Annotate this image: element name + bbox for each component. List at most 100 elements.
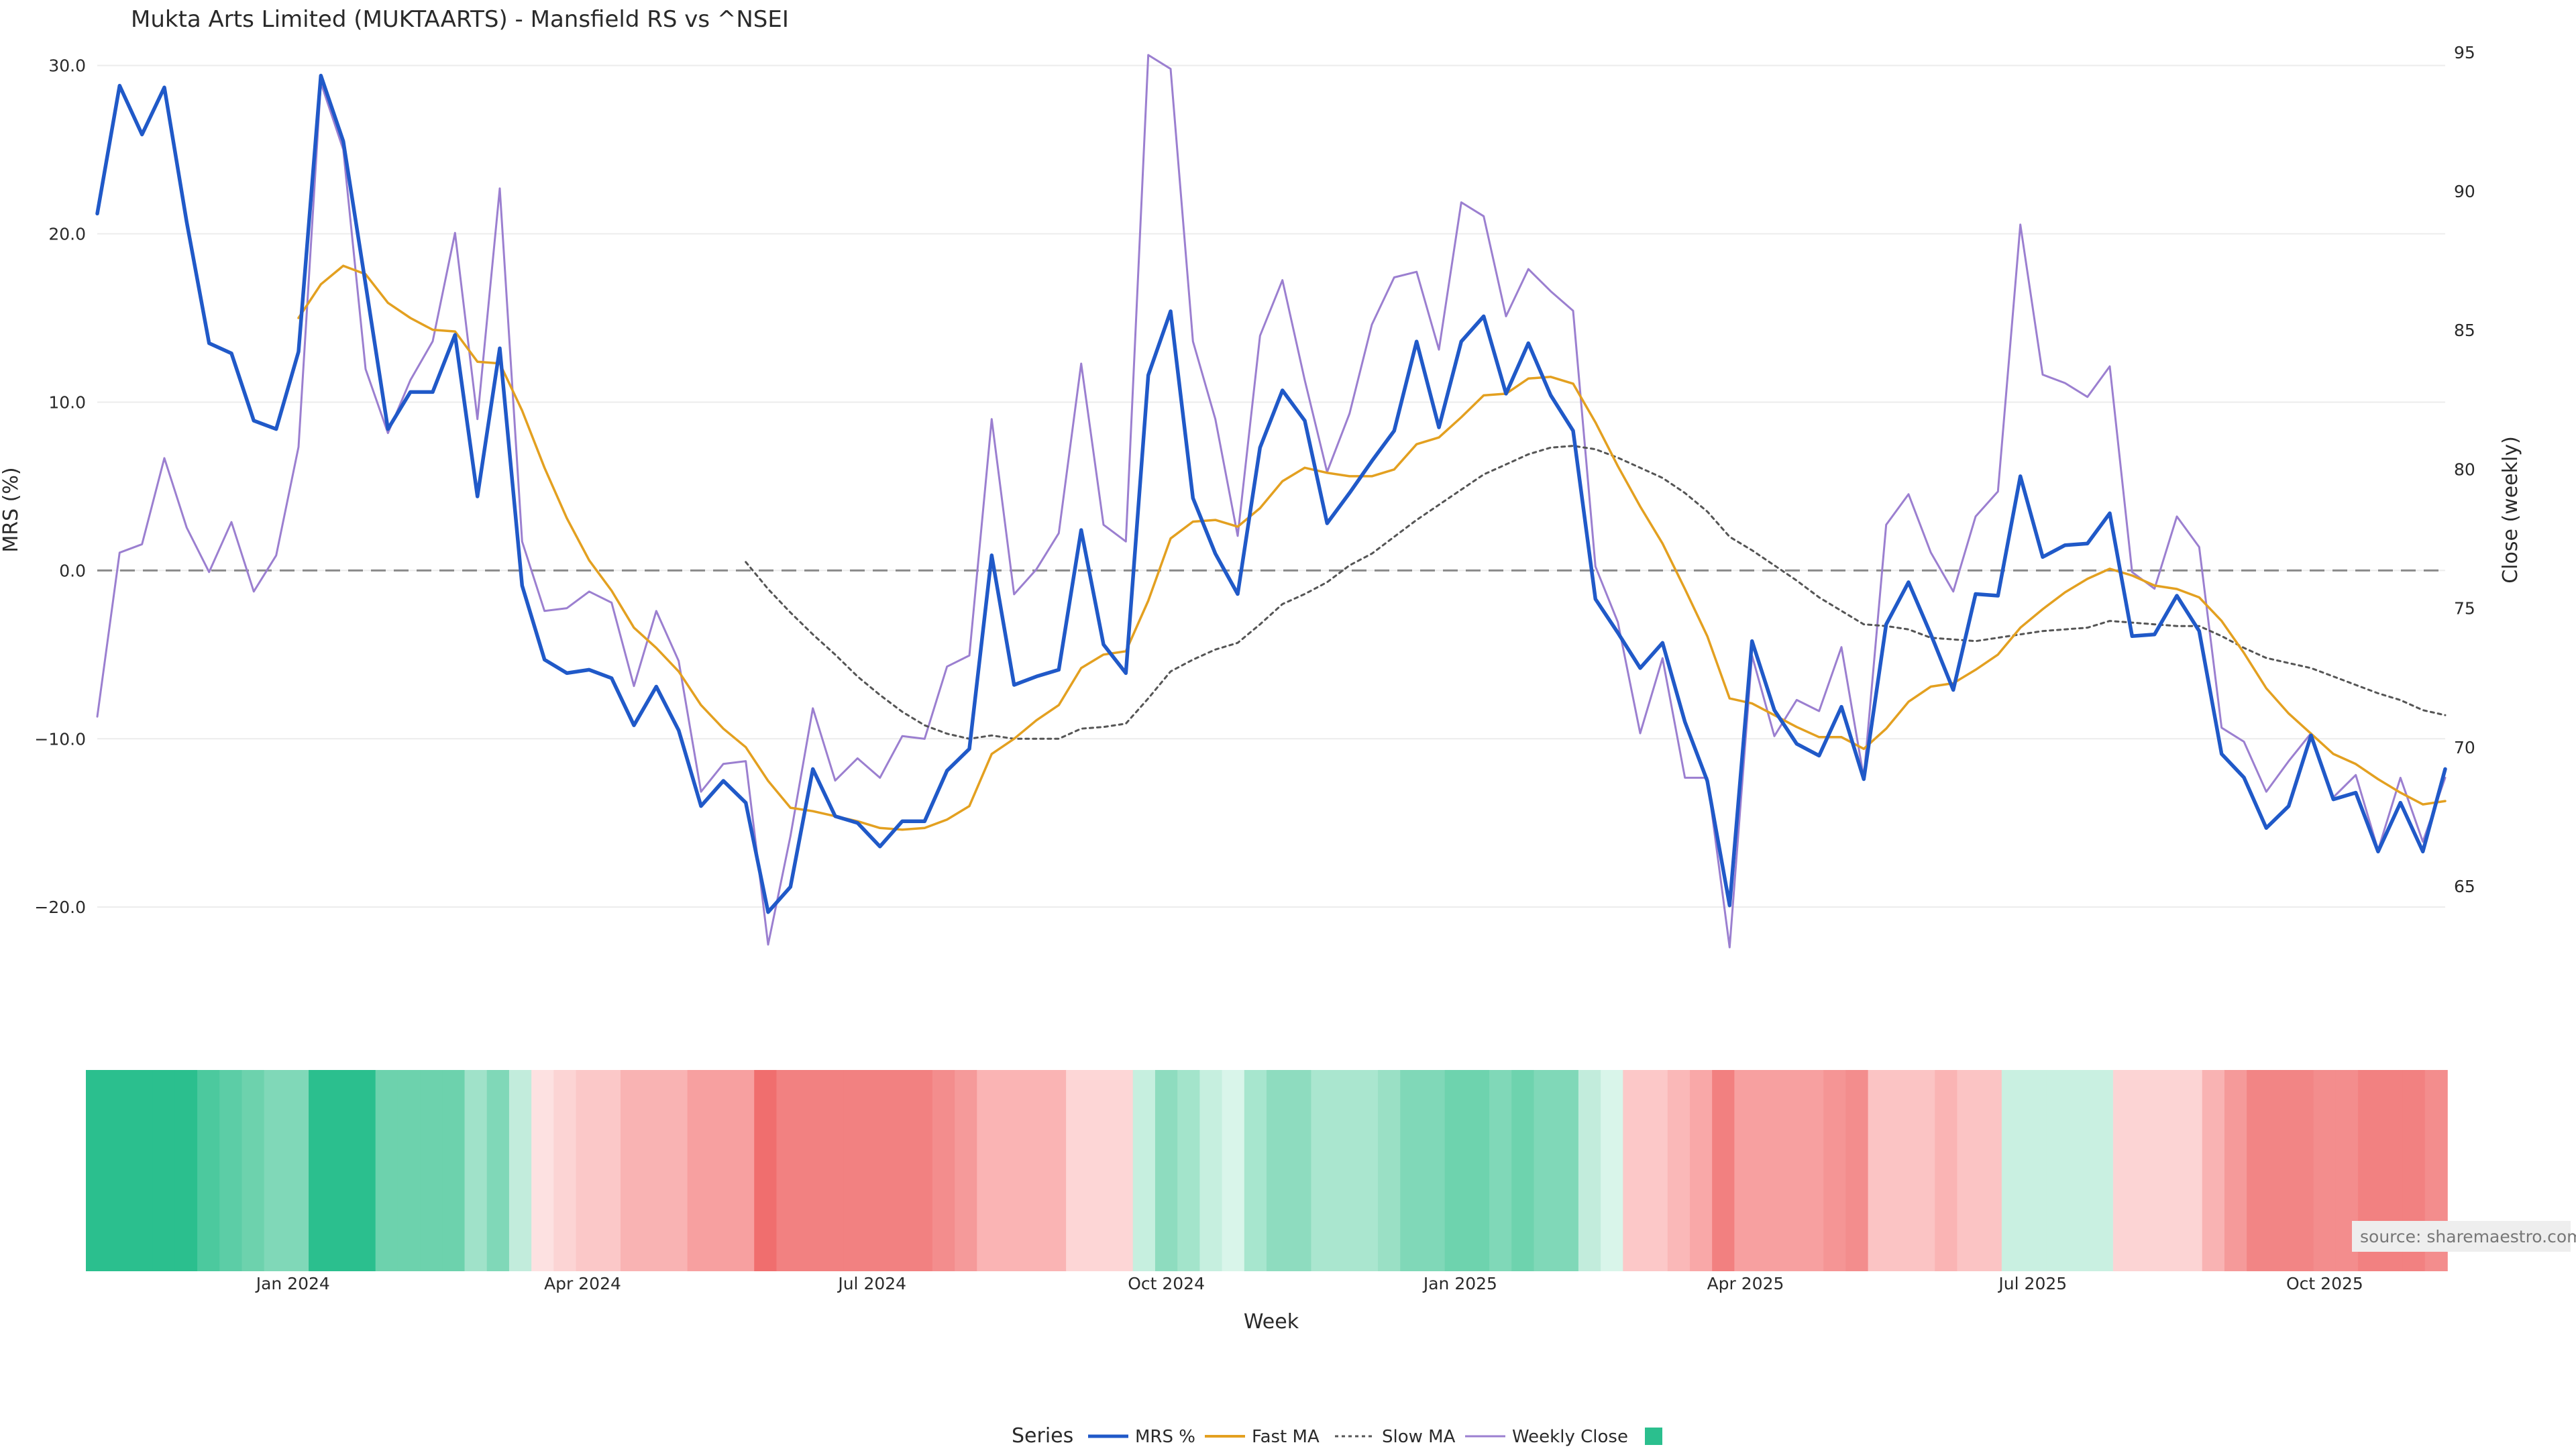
heatmap-cell bbox=[1890, 1070, 1913, 1271]
heatmap-cell bbox=[843, 1070, 867, 1271]
heatmap-cell bbox=[1222, 1070, 1245, 1271]
legend-title: Series bbox=[1012, 1424, 1073, 1448]
heatmap-cell bbox=[1021, 1070, 1044, 1271]
heatmap-cell bbox=[1689, 1070, 1713, 1271]
heatmap-cell bbox=[1913, 1070, 1936, 1271]
y-tick-label: 30.0 bbox=[48, 56, 86, 76]
heatmap-cell bbox=[1534, 1070, 1557, 1271]
heatmap-cell bbox=[2024, 1070, 2047, 1271]
x-tick-label: Jul 2024 bbox=[837, 1274, 906, 1293]
heatmap-cell bbox=[1935, 1070, 1958, 1271]
heatmap-cell bbox=[2157, 1070, 2181, 1271]
heatmap-cell bbox=[1823, 1070, 1847, 1271]
left-axis-ticks: 30.0 20.0 10.0 0.0 −10.0 −20.0 bbox=[34, 56, 86, 918]
y-tick-label: 20.0 bbox=[48, 225, 86, 244]
heatmap-cell bbox=[932, 1070, 955, 1271]
heatmap-cell bbox=[2202, 1070, 2225, 1271]
heatmap-cell bbox=[1756, 1070, 1780, 1271]
legend-label-weekly-close: Weekly Close bbox=[1512, 1427, 1628, 1447]
heatmap-cell bbox=[531, 1070, 555, 1271]
x-tick-label: Jul 2025 bbox=[1997, 1274, 2067, 1293]
heatmap-cell bbox=[353, 1070, 376, 1271]
y2-tick-label: 90 bbox=[2454, 182, 2475, 201]
heatmap-cell bbox=[910, 1070, 933, 1271]
heatmap-cell bbox=[1043, 1070, 1067, 1271]
heatmap-cell bbox=[732, 1070, 755, 1271]
heatmap-cell bbox=[1511, 1070, 1535, 1271]
x-tick-label: Oct 2024 bbox=[1128, 1274, 1205, 1293]
heatmap-cell bbox=[219, 1070, 243, 1271]
legend-label-fast-ma: Fast MA bbox=[1252, 1427, 1320, 1447]
heatmap-cell bbox=[108, 1070, 131, 1271]
heatmap-cell bbox=[2269, 1070, 2292, 1271]
heatmap-cell bbox=[754, 1070, 777, 1271]
heatmap-cell bbox=[1400, 1070, 1424, 1271]
heatmap-cell bbox=[999, 1070, 1022, 1271]
heatmap-cell bbox=[888, 1070, 911, 1271]
heatmap-cell bbox=[1845, 1070, 1869, 1271]
heatmap-cell bbox=[1957, 1070, 1980, 1271]
heatmap-cell bbox=[1267, 1070, 1290, 1271]
heatmap-cell bbox=[375, 1070, 398, 1271]
series-weekly-close bbox=[96, 54, 2447, 949]
heatmap-cell bbox=[264, 1070, 287, 1271]
heatmap-cell bbox=[130, 1070, 154, 1271]
heatmap-cell bbox=[1311, 1070, 1334, 1271]
x-tick-label: Oct 2025 bbox=[2286, 1274, 2363, 1293]
heatmap-cell bbox=[508, 1070, 532, 1271]
source-label: source: sharemaestro.com bbox=[2360, 1227, 2576, 1246]
heatmap-cell bbox=[397, 1070, 421, 1271]
heatmap-cell bbox=[1667, 1070, 1690, 1271]
legend-swatch-heatmap bbox=[1645, 1428, 1662, 1445]
heatmap-cell bbox=[1110, 1070, 1134, 1271]
heatmap-cell bbox=[1199, 1070, 1223, 1271]
x-tick-label: Apr 2024 bbox=[544, 1274, 621, 1293]
legend-label-slow-ma: Slow MA bbox=[1382, 1427, 1456, 1447]
heatmap-cell bbox=[1444, 1070, 1468, 1271]
heatmap-cell bbox=[1333, 1070, 1356, 1271]
heatmap-cell bbox=[687, 1070, 710, 1271]
heatmap-cell bbox=[798, 1070, 822, 1271]
heatmap-cell bbox=[1422, 1070, 1446, 1271]
y-axis-title: MRS (%) bbox=[0, 467, 23, 552]
series-mrs bbox=[95, 73, 2447, 914]
x-axis-ticks: Jan 2024 Apr 2024 Jul 2024 Oct 2024 Jan 2025… bbox=[255, 1274, 2363, 1293]
heatmap-cell bbox=[1177, 1070, 1201, 1271]
x-tick-label: Jan 2024 bbox=[255, 1274, 330, 1293]
legend-label-mrs: MRS % bbox=[1135, 1427, 1195, 1447]
heatmap-cell bbox=[1489, 1070, 1513, 1271]
heatmap-cell bbox=[2224, 1070, 2247, 1271]
y-tick-label: 10.0 bbox=[48, 392, 86, 412]
x-axis-title: Week bbox=[1244, 1310, 1299, 1334]
heatmap-cell bbox=[2135, 1070, 2159, 1271]
y-tick-label: −10.0 bbox=[34, 729, 86, 749]
heatmap-cell bbox=[665, 1070, 688, 1271]
gridlines bbox=[97, 64, 2445, 908]
heatmap-cell bbox=[820, 1070, 844, 1271]
series-lines bbox=[95, 54, 2447, 949]
heatmap-cell bbox=[1132, 1070, 1156, 1271]
heatmap-cell bbox=[865, 1070, 889, 1271]
heatmap-cell bbox=[2112, 1070, 2136, 1271]
heatmap-cell bbox=[420, 1070, 443, 1271]
heatmap-cell bbox=[576, 1070, 599, 1271]
source-box bbox=[2352, 1221, 2571, 1252]
series-fast-ma bbox=[297, 264, 2447, 831]
heatmap-cell bbox=[643, 1070, 666, 1271]
heatmap-cell bbox=[1623, 1070, 1646, 1271]
heatmap-cell bbox=[442, 1070, 466, 1271]
heatmap-cell bbox=[977, 1070, 1000, 1271]
heatmap-cell bbox=[1289, 1070, 1312, 1271]
heatmap-cell bbox=[1979, 1070, 2002, 1271]
heatmap-cell bbox=[1355, 1070, 1379, 1271]
heatmap-cell bbox=[2090, 1070, 2114, 1271]
heatmap-cell bbox=[955, 1070, 978, 1271]
heatmap-cell bbox=[1578, 1070, 1601, 1271]
y2-tick-label: 70 bbox=[2454, 738, 2475, 757]
heatmap-cell bbox=[776, 1070, 800, 1271]
heatmap-cell bbox=[1601, 1070, 1624, 1271]
heatmap-cell bbox=[2313, 1070, 2337, 1271]
y2-tick-label: 80 bbox=[2454, 460, 2475, 479]
heatmap-cell bbox=[1868, 1070, 1891, 1271]
